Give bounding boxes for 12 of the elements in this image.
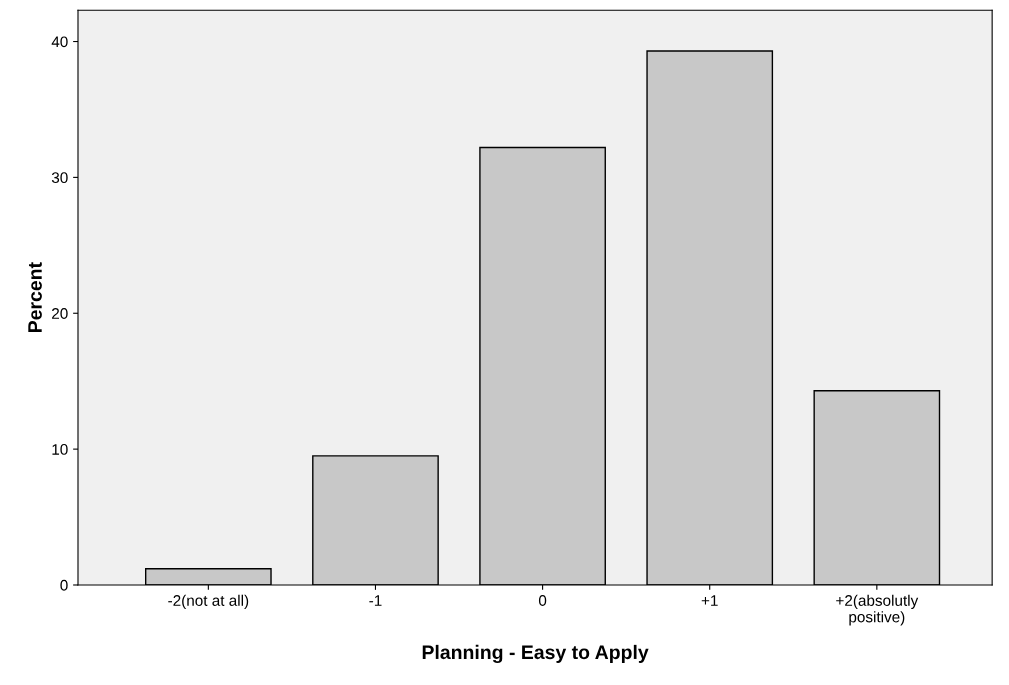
y-tick-label: 20 <box>52 308 68 319</box>
y-tick-label: 30 <box>51 172 68 184</box>
x-axis-title: Planning - Easy to Apply <box>422 644 649 664</box>
y-tick-label: 0 <box>60 579 68 591</box>
x-tick-label: +2(absolutly positive) <box>836 594 919 626</box>
x-tick-label: -2(not at all) <box>168 594 249 609</box>
y-tick-label: 10 <box>52 443 68 455</box>
y-axis-title: Percent <box>28 262 42 332</box>
x-tick-label: +1 <box>701 595 718 606</box>
x-tick-label: -1 <box>369 595 382 606</box>
y-tick-label: 40 <box>51 36 68 48</box>
x-tick-label: 0 <box>538 595 547 606</box>
